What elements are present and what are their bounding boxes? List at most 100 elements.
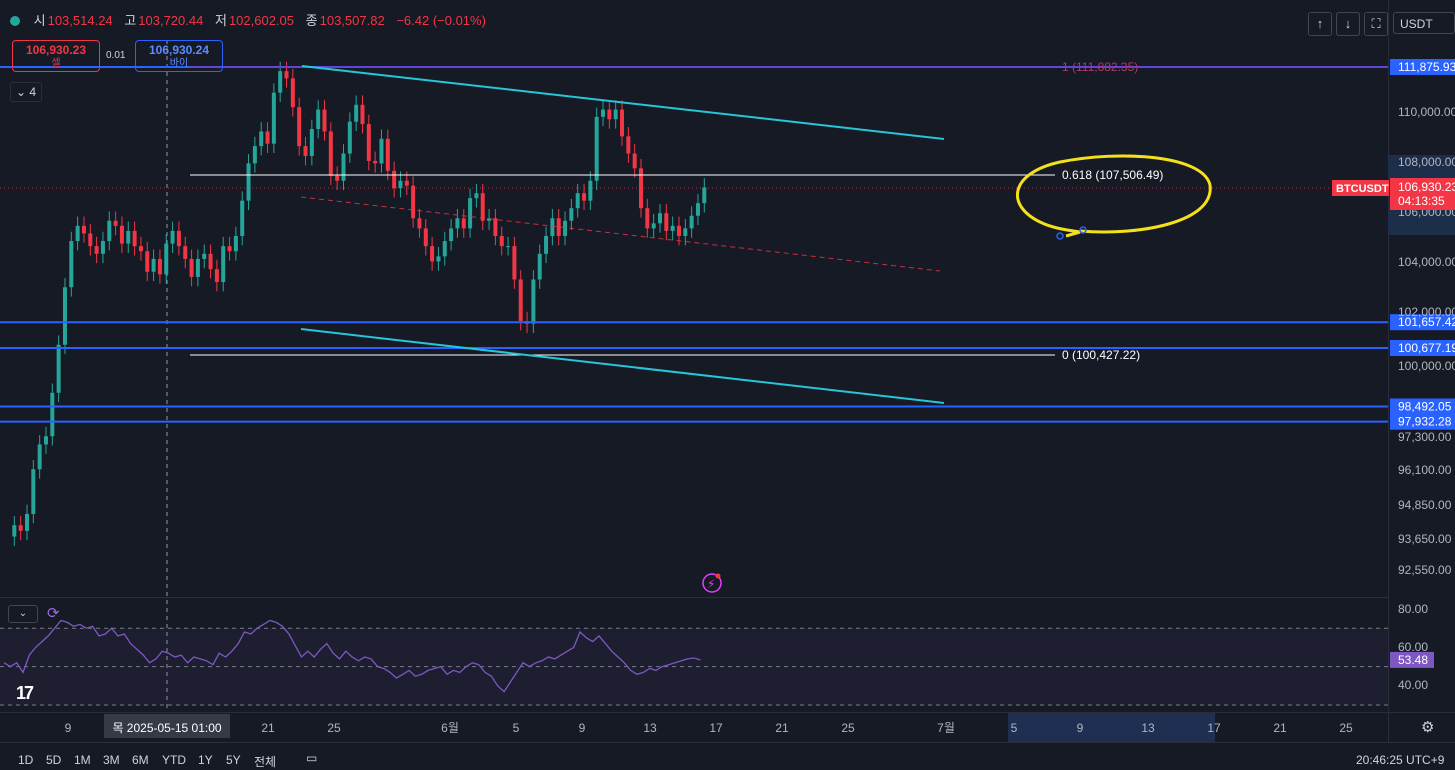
candle-body	[81, 225, 86, 234]
sell-button[interactable]: 106,930.23 셀	[12, 40, 100, 72]
time-tick-label: 21	[775, 721, 789, 735]
candle-body	[411, 185, 416, 219]
candle-body	[227, 246, 232, 252]
range-1d[interactable]: 1D	[18, 753, 34, 767]
candle-body	[309, 129, 314, 156]
currency-select[interactable]: USDT	[1393, 12, 1455, 34]
low-label: 저	[214, 13, 227, 28]
candle-body	[582, 193, 587, 201]
candle-body	[31, 469, 36, 514]
fib-level-label: 0 (100,427.22)	[1062, 348, 1140, 362]
horizontal-line-axis-label: 98,492.05	[1398, 399, 1452, 413]
candle-body	[126, 230, 131, 244]
candle-body	[512, 246, 517, 280]
candle-body	[240, 200, 245, 236]
candle-body	[626, 136, 631, 154]
candle-body	[119, 225, 124, 244]
horizontal-line-axis-label: 101,657.42	[1398, 315, 1455, 329]
candle-body	[297, 107, 302, 147]
candle-body	[252, 146, 257, 164]
candle-body	[366, 124, 371, 161]
time-tick-label: 25	[1339, 721, 1353, 735]
indicators-collapse-button[interactable]: ⌄ 4	[10, 82, 42, 102]
time-tick-label: 6월	[441, 721, 459, 735]
annotation-handle	[1056, 232, 1064, 240]
lightning-glyph: ⚡	[707, 577, 715, 591]
channel-lower-trendline	[300, 328, 945, 404]
price-tick-label: 100,000.00	[1398, 359, 1455, 373]
candle-body	[145, 251, 150, 272]
tradingview-logo: 17	[16, 683, 34, 703]
candle-body	[563, 220, 568, 236]
time-tick-label: 13	[1141, 721, 1155, 735]
candle-body	[392, 170, 397, 189]
rsi-line	[3, 619, 701, 693]
candle-body	[404, 180, 409, 186]
range-1y[interactable]: 1Y	[198, 753, 213, 767]
candle-body	[69, 241, 74, 288]
chevron-down-icon: ⌄	[15, 85, 30, 99]
candle-body	[88, 233, 93, 247]
calendar-icon[interactable]: ▭	[306, 751, 318, 765]
time-tick-label: 25	[327, 721, 341, 735]
horizontal-line-axis-label: 111,875.93	[1398, 60, 1455, 74]
candle-body	[607, 109, 612, 120]
range-6m[interactable]: 6M	[132, 753, 149, 767]
time-tick-label: 5	[513, 721, 520, 735]
gear-icon[interactable]: ⚙	[1421, 719, 1435, 736]
arrow-up-icon[interactable]: ↑	[1308, 12, 1332, 36]
arrow-down-icon[interactable]: ↓	[1336, 12, 1360, 36]
candle-body	[569, 208, 574, 221]
candle-body	[594, 116, 599, 181]
spread-value: 0.01	[106, 50, 126, 61]
channel-upper-trendline	[301, 65, 945, 140]
sell-label: 셀	[51, 58, 61, 69]
last-price-label-bg	[1390, 178, 1455, 210]
fullscreen-icon[interactable]: ⛶	[1364, 12, 1388, 36]
candle-body	[233, 235, 238, 252]
candle-body	[18, 525, 23, 531]
candle-body	[94, 246, 99, 254]
candle-body	[100, 241, 105, 254]
range-5d[interactable]: 5D	[46, 753, 62, 767]
range-ytd[interactable]: YTD	[162, 753, 186, 767]
candle-body	[531, 279, 536, 324]
ohlc-legend: 시 103,514.24 고 103,720.44 저 102,602.05 종 103…	[10, 10, 494, 29]
candle-body	[417, 218, 422, 229]
horizontal-line-axis-label-bg	[1390, 340, 1455, 357]
candle-body	[176, 230, 181, 247]
candle-body	[461, 218, 466, 229]
candle-body	[506, 246, 511, 248]
candle-body	[259, 131, 264, 147]
price-tick-label: 92,550.00	[1398, 563, 1452, 577]
candle-body	[246, 163, 251, 201]
buy-button[interactable]: 106,930.24 바이	[135, 40, 223, 72]
candle-body	[398, 180, 403, 189]
candle-body	[487, 218, 492, 221]
buy-label: 바이	[169, 58, 189, 69]
candle-body	[544, 235, 549, 254]
symbol-tag: BTCUSDT	[1336, 183, 1389, 195]
time-axis-highlight	[1008, 713, 1215, 742]
annotation-handle	[1079, 226, 1087, 234]
range-all[interactable]: 전체	[254, 755, 277, 769]
candle-body	[480, 193, 485, 221]
range-5y[interactable]: 5Y	[226, 753, 241, 767]
candle-body	[284, 71, 289, 79]
candle-body	[537, 253, 542, 280]
candle-body	[328, 131, 333, 176]
range-1m[interactable]: 1M	[74, 753, 91, 767]
candle-body	[455, 218, 460, 229]
high-label: 고	[124, 13, 137, 28]
candle-body	[601, 109, 606, 117]
rsi-collapse-button[interactable]: ⌄	[8, 605, 38, 623]
candle-body	[632, 153, 637, 169]
candle-body	[265, 131, 270, 144]
candle-body	[436, 256, 441, 262]
candle-body	[290, 78, 295, 108]
range-3m[interactable]: 3M	[103, 753, 120, 767]
candle-body	[430, 246, 435, 262]
indicator-count: 4	[29, 85, 37, 99]
